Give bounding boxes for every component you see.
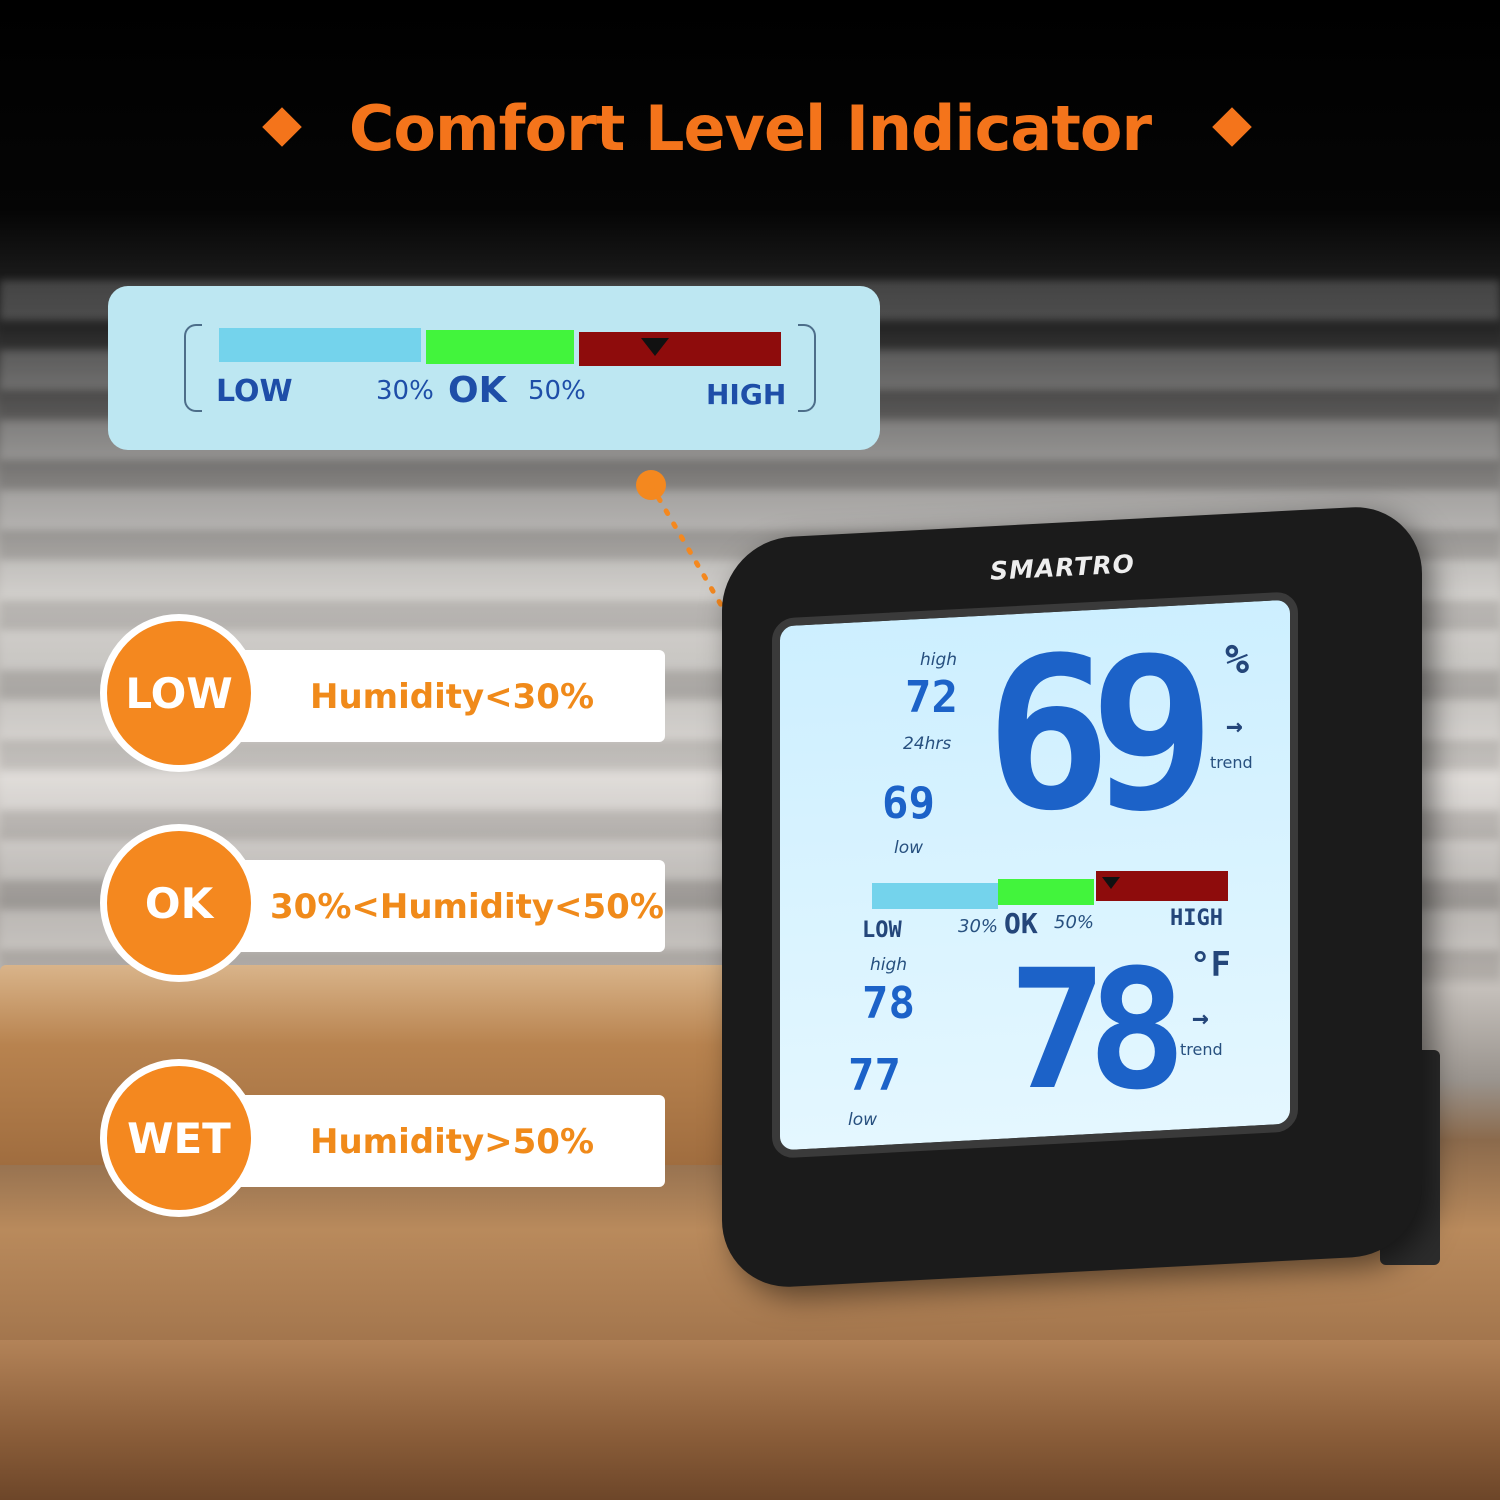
humidity-low-value: 69 — [882, 778, 935, 829]
device-scale-ok-bar — [998, 879, 1094, 905]
temp-low-value: 77 — [848, 1050, 901, 1101]
humidity-trend-label: trend — [1210, 753, 1253, 772]
badge-ok: OK — [100, 824, 258, 982]
comfort-scale-callout: LOW 30% OK 50% HIGH — [108, 286, 880, 450]
temp-low-label: low — [848, 1110, 878, 1130]
scale-high-label: HIGH — [706, 378, 787, 411]
humidity-value: 69 — [985, 612, 1216, 857]
humidity-trend-arrow-icon: → — [1226, 709, 1243, 742]
scale-50-label: 50% — [528, 376, 586, 406]
indicator-triangle-icon — [641, 338, 669, 356]
device-scale-low-bar — [872, 883, 998, 909]
level-ok-description: 30%<Humidity<50% — [270, 887, 664, 927]
humidity-high-label: high — [920, 650, 958, 670]
humidity-high-value: 72 — [905, 672, 958, 723]
temp-high-label: high — [870, 955, 908, 975]
level-wet-description: Humidity>50% — [310, 1122, 595, 1162]
temp-trend-arrow-icon: → — [1192, 1001, 1209, 1034]
scale-high-bar — [579, 332, 781, 366]
humidity-low-label: low — [894, 838, 924, 858]
scale-ok-bar — [426, 330, 574, 364]
temperature-unit: °F — [1190, 945, 1231, 985]
humidity-period-label: 24hrs — [903, 734, 952, 754]
device-indicator-triangle-icon — [1102, 877, 1120, 889]
device-scale-high-label: HIGH — [1170, 906, 1223, 931]
temperature-value: 78 — [1008, 934, 1187, 1126]
table — [0, 1340, 1500, 1500]
scale-ok-label: OK — [448, 370, 507, 411]
scale-low-bar — [219, 328, 421, 362]
badge-low: LOW — [100, 614, 258, 772]
bracket-right — [798, 324, 816, 412]
temp-trend-label: trend — [1180, 1040, 1223, 1059]
device-scale-50-label: 50% — [1054, 912, 1095, 933]
page-title: Comfort Level Indicator — [348, 92, 1152, 165]
level-low-description: Humidity<30% — [310, 677, 595, 717]
scale-30-label: 30% — [376, 376, 434, 406]
device-scale-ok-label: OK — [1004, 907, 1038, 940]
device-scale-30-label: 30% — [958, 916, 999, 937]
bracket-left — [184, 324, 202, 412]
temp-high-value: 78 — [862, 978, 915, 1029]
humidity-unit: % — [1225, 637, 1250, 683]
device-scale-low-label: LOW — [862, 918, 902, 943]
scale-low-label: LOW — [216, 374, 293, 409]
device-scale-high-bar — [1096, 871, 1228, 901]
badge-wet: WET — [100, 1059, 258, 1217]
